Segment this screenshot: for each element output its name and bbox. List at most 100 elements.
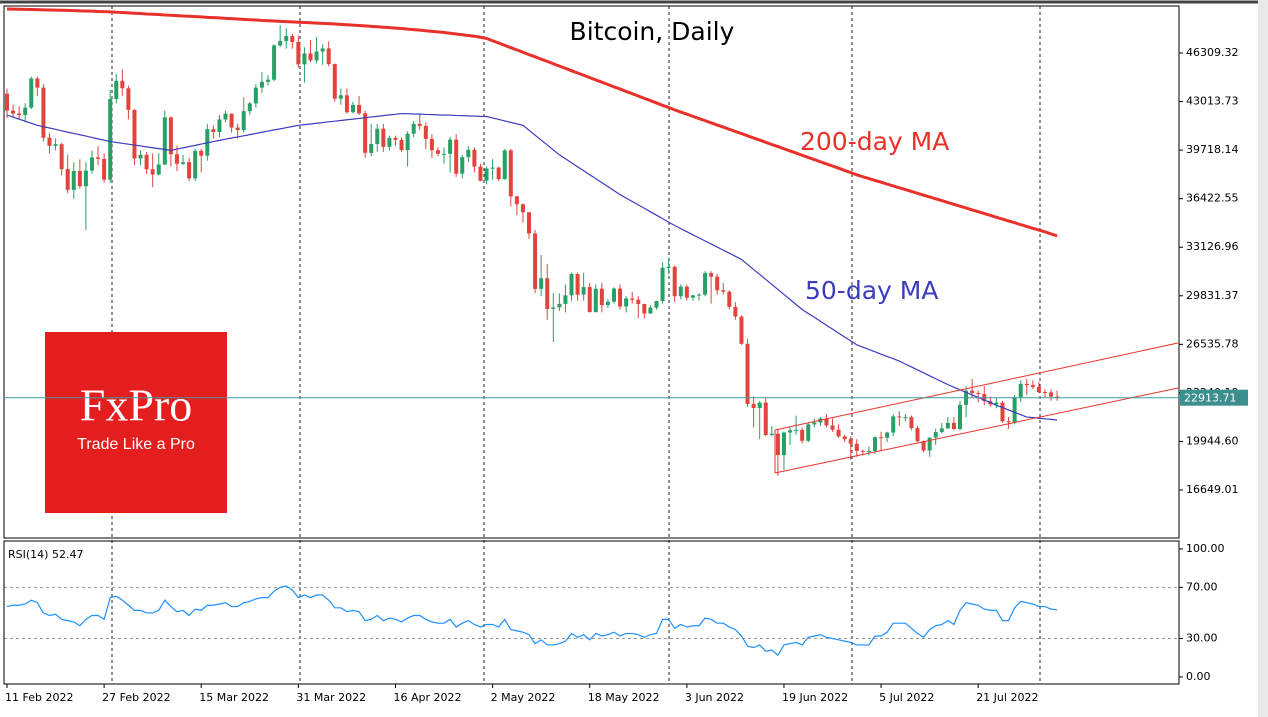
logo-name: FxPro bbox=[80, 380, 192, 431]
y-tick-label: 39718.14 bbox=[1186, 143, 1239, 156]
candle-body bbox=[454, 139, 459, 174]
candle-body bbox=[587, 287, 592, 313]
candle-body bbox=[666, 266, 671, 268]
candle-body bbox=[842, 436, 847, 440]
candle-body bbox=[836, 429, 841, 437]
candle-body bbox=[320, 48, 325, 52]
candle-body bbox=[630, 298, 635, 300]
x-tick-label: 15 Mar 2022 bbox=[199, 691, 269, 704]
candle-body bbox=[739, 316, 744, 344]
candle-body bbox=[490, 167, 495, 169]
y-tick-label: 16649.01 bbox=[1186, 483, 1239, 496]
candle-body bbox=[933, 432, 938, 438]
candle-body bbox=[272, 45, 277, 80]
candle-body bbox=[891, 416, 896, 433]
candle-body bbox=[636, 299, 641, 305]
candle-body bbox=[241, 111, 246, 131]
candle-body bbox=[921, 441, 926, 451]
x-tick-label: 27 Feb 2022 bbox=[102, 691, 170, 704]
candle-body bbox=[266, 79, 271, 82]
candle-body bbox=[618, 288, 623, 307]
candle-body bbox=[138, 154, 143, 159]
candle-body bbox=[1012, 397, 1017, 423]
candle-body bbox=[539, 278, 544, 289]
candle-body bbox=[1018, 383, 1023, 398]
candle-body bbox=[848, 439, 853, 444]
x-tick-label: 16 Apr 2022 bbox=[393, 691, 461, 704]
candle-body bbox=[794, 429, 799, 431]
candle-body bbox=[557, 303, 562, 308]
line-series bbox=[6, 7, 1058, 238]
candle-body bbox=[860, 450, 865, 452]
candle-body bbox=[605, 301, 610, 306]
candle-body bbox=[65, 169, 70, 190]
candle-body bbox=[927, 437, 932, 451]
candle-body bbox=[162, 117, 167, 165]
logo-box bbox=[45, 332, 227, 513]
candle-body bbox=[788, 430, 793, 433]
candle-body bbox=[1000, 402, 1005, 422]
candle-body bbox=[144, 154, 149, 170]
candle-body bbox=[23, 107, 28, 116]
series-label: 50-day MA bbox=[805, 276, 938, 305]
y-tick-label: 43013.73 bbox=[1186, 95, 1239, 108]
candle-body bbox=[5, 93, 9, 111]
candle-body bbox=[290, 36, 295, 42]
candle-body bbox=[41, 87, 46, 138]
candle-body bbox=[733, 306, 738, 317]
candle-body bbox=[1006, 421, 1011, 423]
window-edge bbox=[1258, 0, 1268, 717]
candle-body bbox=[156, 164, 161, 175]
candle-body bbox=[11, 110, 16, 114]
candle-body bbox=[709, 273, 714, 277]
candle-body bbox=[132, 109, 137, 159]
candle-body bbox=[59, 144, 64, 170]
candle-body bbox=[1024, 383, 1029, 386]
candle-body bbox=[830, 425, 835, 430]
candle-body bbox=[344, 95, 349, 113]
channel-line bbox=[774, 342, 1179, 431]
candle-body bbox=[326, 48, 331, 65]
candle-body bbox=[660, 267, 665, 302]
candle-body bbox=[648, 307, 653, 314]
x-tick-label: 31 Mar 2022 bbox=[296, 691, 366, 704]
x-tick-label: 3 Jun 2022 bbox=[685, 691, 744, 704]
candle-body bbox=[654, 301, 659, 308]
candle-body bbox=[102, 158, 107, 180]
candle-body bbox=[1030, 385, 1035, 387]
candle-body bbox=[824, 418, 829, 426]
candle-body bbox=[77, 171, 82, 187]
candle-body bbox=[721, 290, 726, 292]
candle-body bbox=[29, 78, 34, 108]
candle-body bbox=[903, 417, 908, 419]
candle-body bbox=[1055, 396, 1060, 398]
candle-body bbox=[763, 402, 768, 436]
y-tick-label: 70.00 bbox=[1186, 580, 1218, 593]
candle-body bbox=[174, 154, 179, 164]
candle-body bbox=[520, 204, 525, 213]
main-frame bbox=[3, 5, 1180, 539]
x-tick-label: 19 Jun 2022 bbox=[782, 691, 848, 704]
candle-body bbox=[460, 157, 465, 174]
candle-body bbox=[745, 343, 750, 404]
candle-body bbox=[472, 149, 477, 167]
candle-body bbox=[751, 403, 756, 409]
candle-body bbox=[915, 428, 920, 442]
chart-title: Bitcoin, Daily bbox=[570, 17, 735, 46]
candle-body bbox=[253, 87, 258, 104]
y-tick-label: 19944.60 bbox=[1186, 434, 1239, 447]
candle-body bbox=[466, 149, 471, 158]
candle-body bbox=[781, 432, 786, 456]
candle-body bbox=[284, 36, 289, 41]
candle-body bbox=[599, 288, 604, 306]
x-tick-label: 18 May 2022 bbox=[588, 691, 660, 704]
candle-body bbox=[879, 437, 884, 439]
candle-body bbox=[976, 393, 981, 395]
candle-body bbox=[866, 450, 871, 452]
candle-body bbox=[229, 113, 234, 128]
candle-body bbox=[89, 157, 94, 171]
candle-body bbox=[703, 273, 708, 295]
candle-body bbox=[642, 304, 647, 314]
candle-body bbox=[502, 150, 507, 180]
